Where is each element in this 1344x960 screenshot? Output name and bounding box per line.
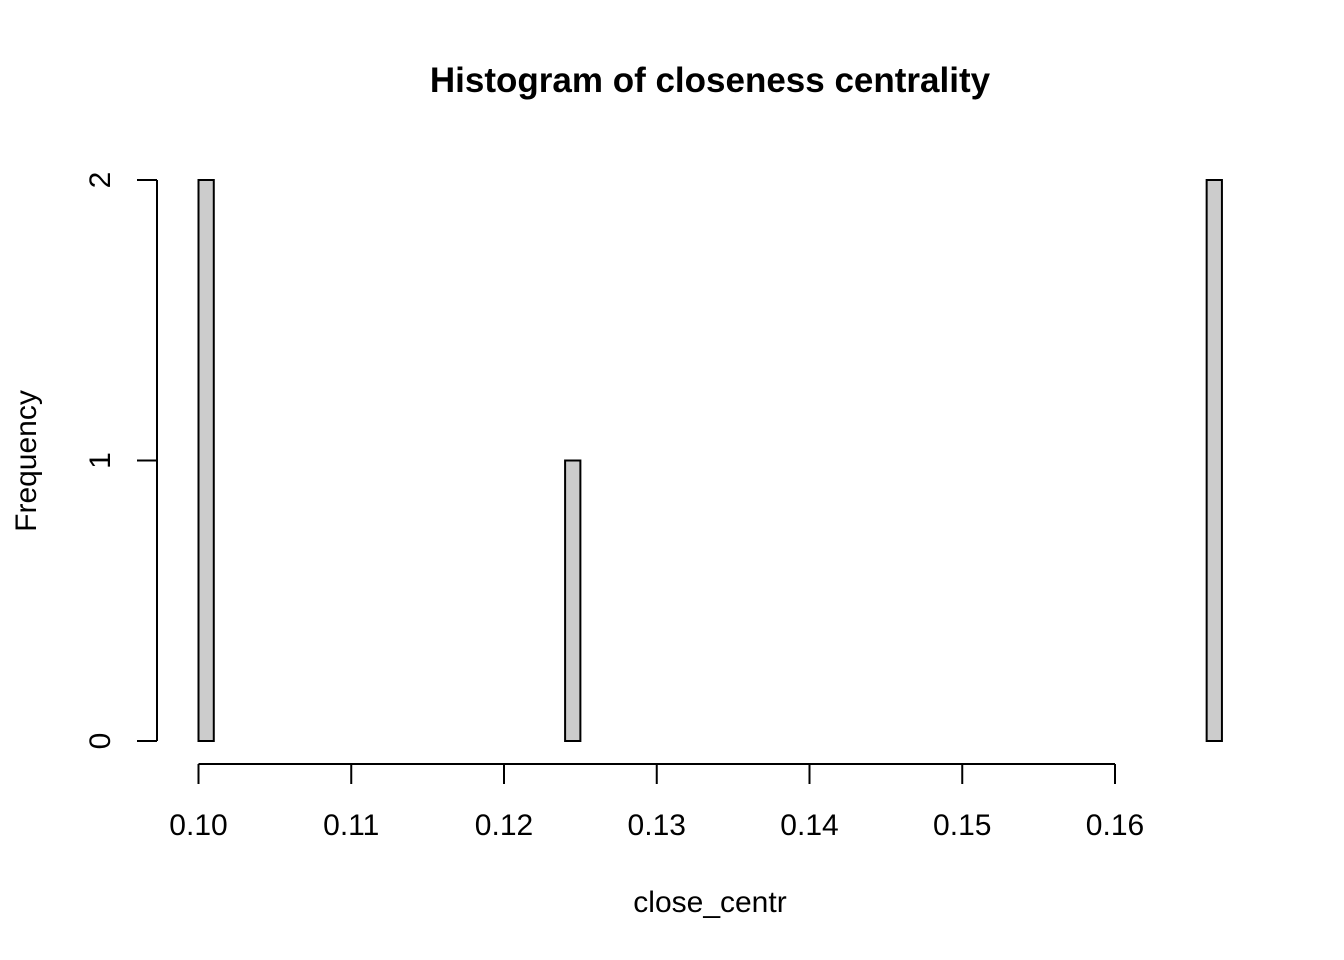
x-tick-label: 0.11: [323, 809, 379, 842]
x-tick-label: 0.10: [169, 809, 227, 842]
y-axis-label: Frequency: [10, 390, 43, 532]
chart-title: Histogram of closeness centrality: [430, 61, 991, 100]
x-axis-label: close_centr: [633, 886, 786, 919]
y-tick-label: 1: [84, 452, 117, 469]
x-axis: 0.10 0.11 0.12 0.13 0.14 0.15 0.16: [169, 763, 1144, 842]
y-axis: 0 1 2: [84, 172, 158, 750]
histogram-bar: [197, 179, 215, 742]
x-tick-label: 0.12: [475, 809, 533, 842]
histogram-bar: [1205, 179, 1223, 742]
x-tick-label: 0.15: [933, 809, 991, 842]
x-tick-label: 0.13: [628, 809, 686, 842]
y-tick-label: 2: [84, 172, 117, 189]
histogram-bar: [564, 459, 582, 742]
y-tick-label: 0: [84, 733, 117, 750]
histogram-bars: [197, 179, 1223, 742]
x-tick-label: 0.14: [780, 809, 838, 842]
x-tick-label: 0.16: [1086, 809, 1144, 842]
